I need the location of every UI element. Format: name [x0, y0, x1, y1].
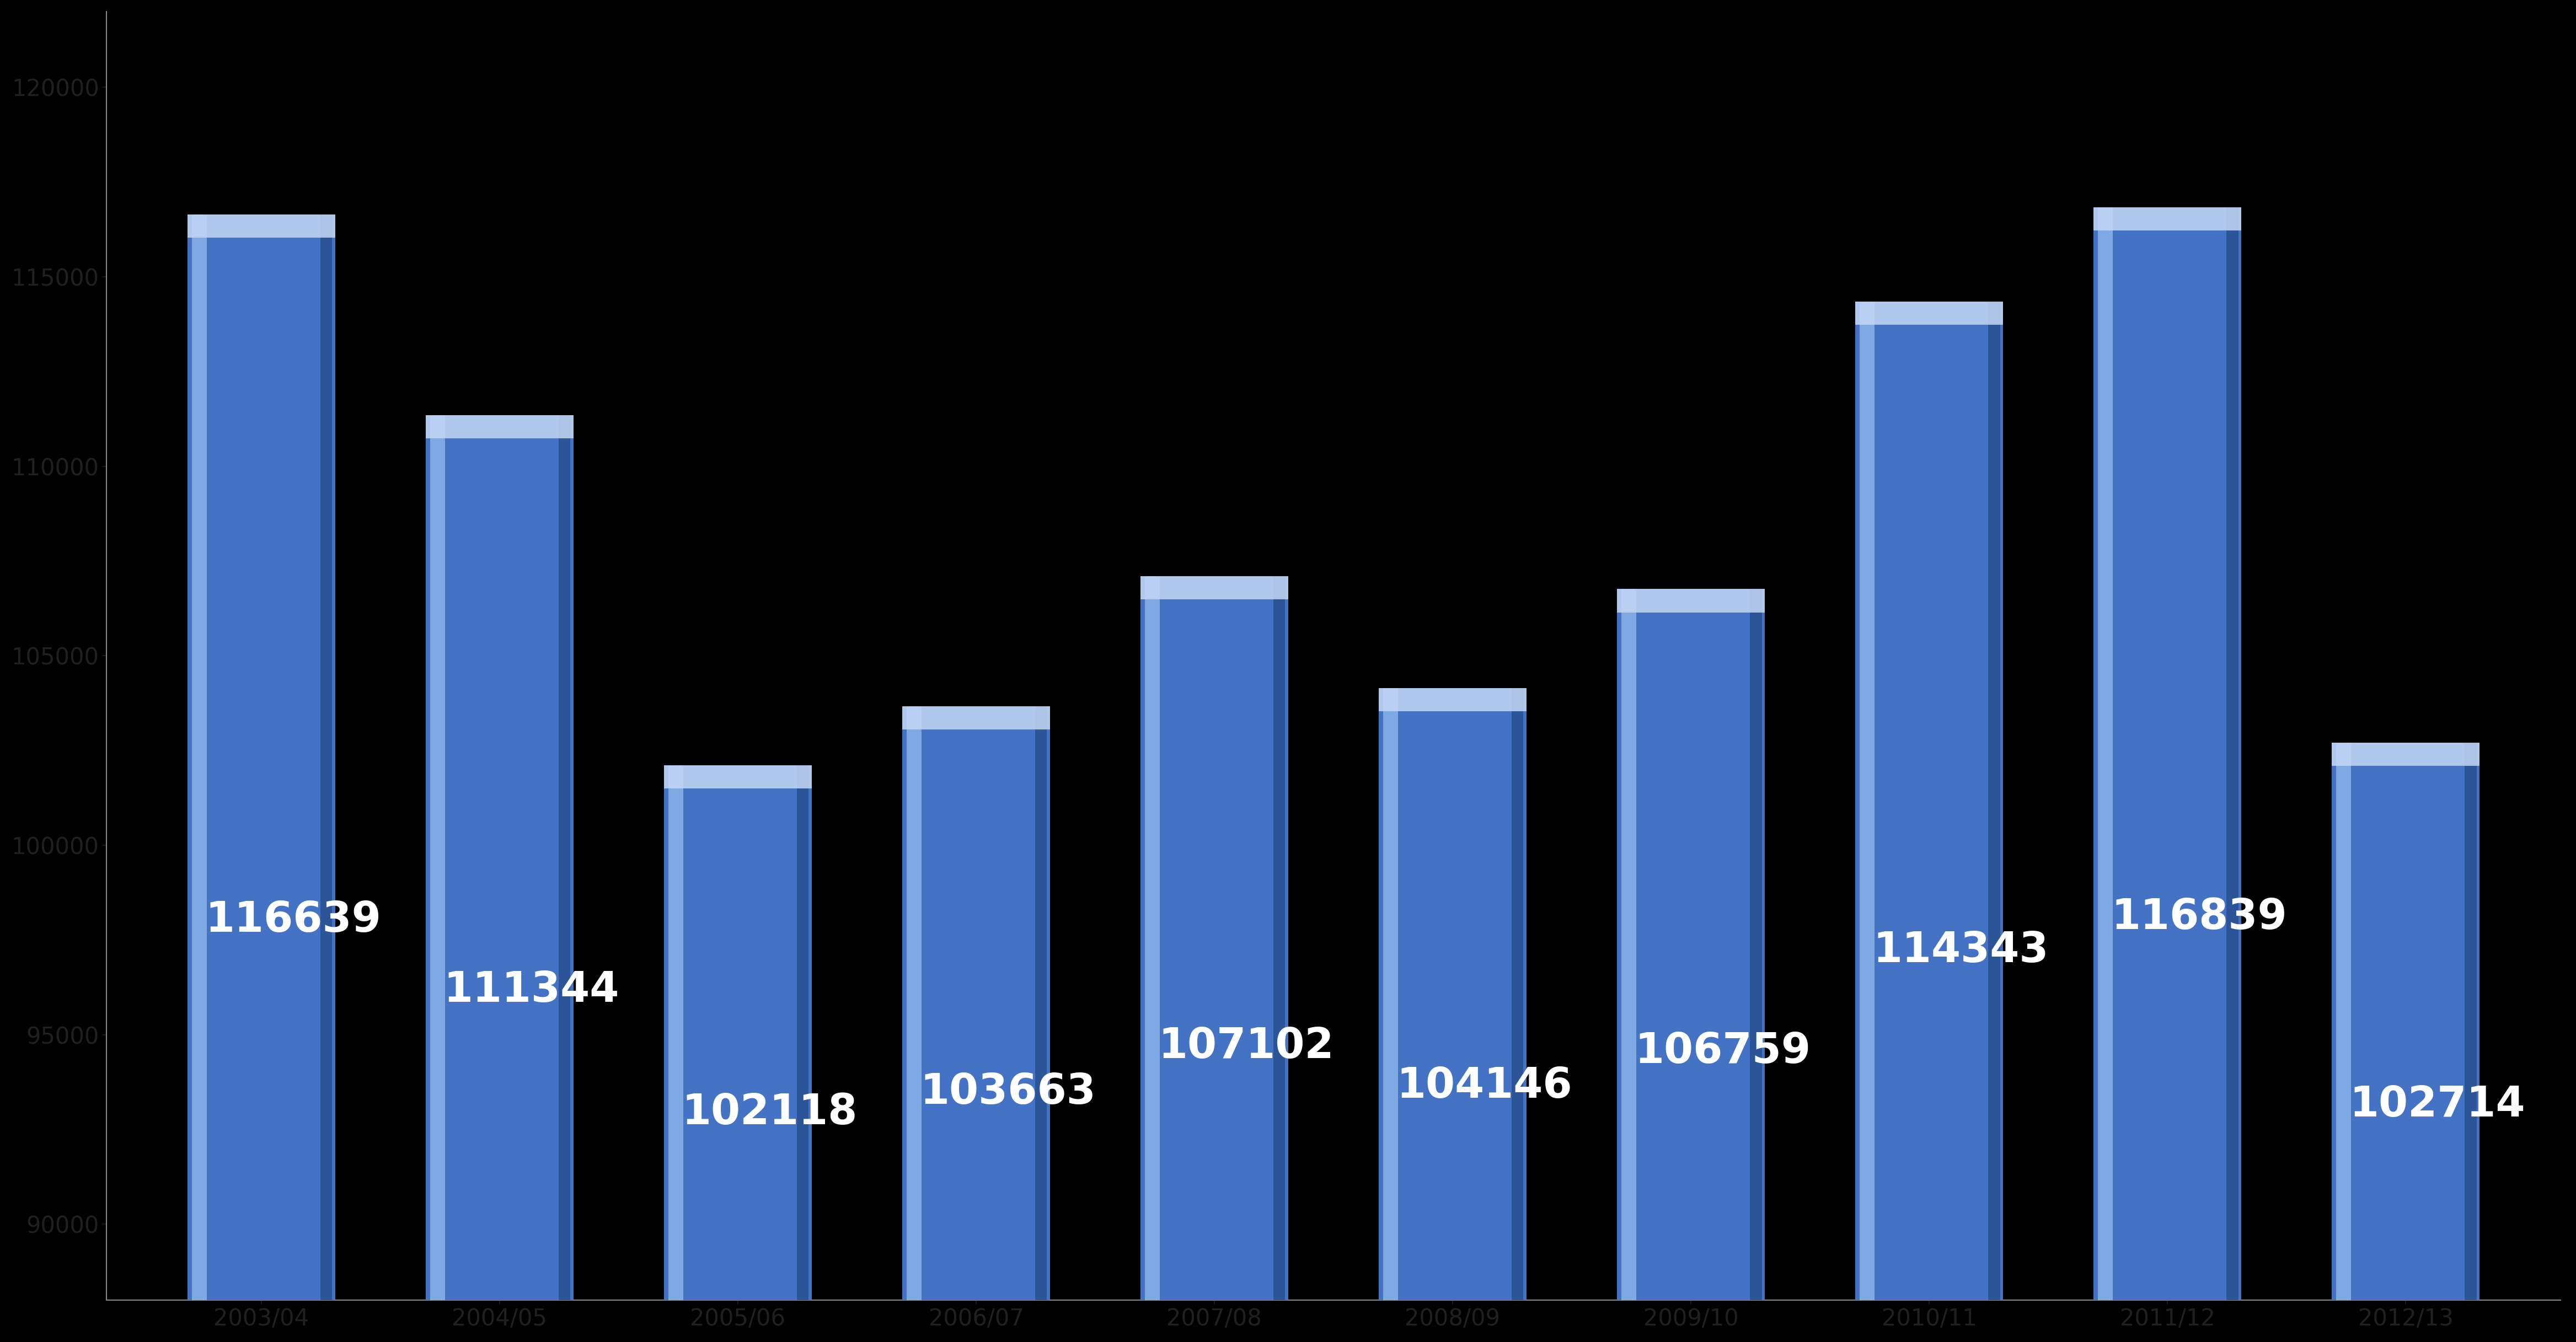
Bar — [425, 415, 574, 1300]
Bar — [1141, 576, 1288, 600]
Bar — [1620, 589, 1636, 1300]
Bar — [907, 706, 922, 1300]
Text: 111344: 111344 — [443, 970, 618, 1011]
Bar — [188, 215, 335, 238]
Bar — [1378, 688, 1528, 711]
Bar — [665, 765, 811, 788]
Text: 116839: 116839 — [2112, 898, 2287, 938]
Bar — [2465, 742, 2476, 1300]
Text: 114343: 114343 — [1873, 930, 2048, 972]
Bar — [2094, 207, 2241, 231]
Bar — [1855, 302, 2004, 325]
Text: 107102: 107102 — [1159, 1027, 1334, 1067]
Bar — [1618, 589, 1765, 1300]
Bar — [1855, 302, 2004, 1300]
Bar — [2097, 207, 2112, 1300]
Bar — [667, 765, 683, 1300]
Bar — [425, 415, 574, 439]
Bar — [902, 706, 1051, 1300]
Bar — [902, 706, 1051, 730]
Text: 102714: 102714 — [2349, 1084, 2524, 1126]
Bar — [1512, 688, 1522, 1300]
Bar — [1989, 302, 1999, 1300]
Bar — [430, 415, 446, 1300]
Bar — [2226, 207, 2239, 1300]
Bar — [665, 765, 811, 1300]
Text: 106759: 106759 — [1636, 1031, 1811, 1072]
Bar — [2336, 742, 2352, 1300]
Bar — [559, 415, 569, 1300]
Bar — [2094, 207, 2241, 1300]
Bar — [1144, 576, 1159, 1300]
Bar — [1383, 688, 1399, 1300]
Bar — [1860, 302, 1875, 1300]
Text: 103663: 103663 — [920, 1072, 1095, 1113]
Bar — [191, 215, 206, 1300]
Bar — [2331, 742, 2481, 766]
Bar — [796, 765, 809, 1300]
Text: 116639: 116639 — [206, 899, 381, 941]
Bar — [1618, 589, 1765, 612]
Bar — [1378, 688, 1528, 1300]
Bar — [1273, 576, 1285, 1300]
Bar — [319, 215, 332, 1300]
Bar — [1141, 576, 1288, 1300]
Bar — [1036, 706, 1046, 1300]
Bar — [2331, 742, 2481, 1300]
Bar — [1749, 589, 1762, 1300]
Text: 104146: 104146 — [1396, 1066, 1571, 1106]
Bar — [188, 215, 335, 1300]
Text: 102118: 102118 — [683, 1092, 858, 1133]
